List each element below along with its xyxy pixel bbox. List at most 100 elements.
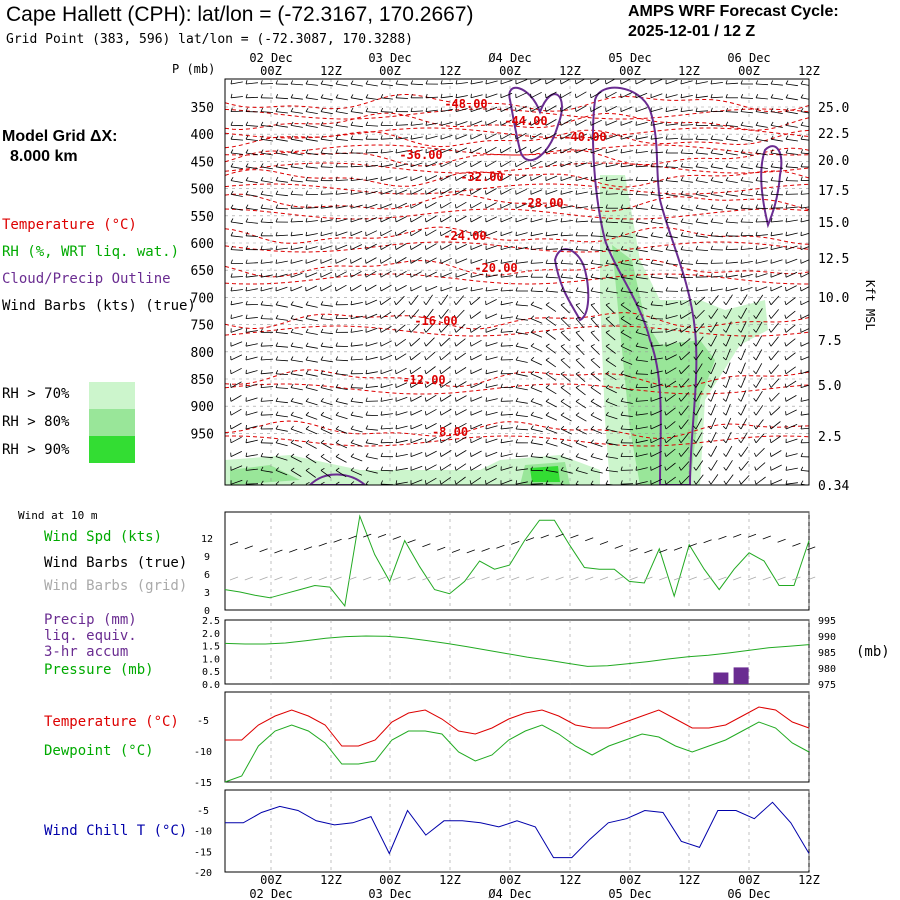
wind-barb-flag: [230, 245, 234, 250]
wind-barb-shaft: [560, 442, 573, 448]
wind-barb: [409, 337, 421, 347]
wind-barb-flag: [394, 342, 397, 347]
wind-barb-shaft: [785, 138, 798, 142]
wind-barb-shaft: [530, 414, 543, 419]
wind-barb-flag: [590, 412, 595, 416]
wind-barb: [395, 162, 408, 168]
wind-barb-flag: [515, 245, 518, 250]
wind-barb: [678, 475, 690, 485]
wind-barb-flag: [590, 245, 594, 250]
wind-barb-shaft: [230, 451, 242, 457]
wind-barb: [650, 301, 663, 307]
wind-barb: [665, 149, 678, 154]
wind-barb-shaft: [365, 428, 378, 431]
wind-barb-flag: [245, 273, 248, 278]
wind-barb-flag: [275, 411, 279, 416]
wind-barb-shaft: [605, 91, 617, 99]
wind-barb: [485, 216, 497, 223]
wind-barb-grid: [777, 576, 786, 581]
wind-barb: [753, 419, 764, 430]
wind-barb-shaft: [230, 408, 242, 416]
wind-barb-shaft: [770, 350, 779, 361]
wind-barb-shaft: [350, 358, 364, 361]
wind-barb: [410, 175, 423, 181]
wind-barb: [755, 149, 768, 156]
wind-barb-shaft: [785, 438, 798, 444]
wind-barb-shaft: [365, 313, 378, 319]
wind-barb-grid: [229, 576, 239, 581]
wind-barb-flag: [560, 121, 562, 126]
wind-barb-shaft: [455, 258, 468, 264]
pressure-ytick: 980: [818, 664, 836, 675]
wind-barb-shaft: [770, 152, 783, 156]
legend-temperature: Temperature (°C): [2, 217, 137, 233]
wind-barb-flag: [425, 411, 427, 416]
wind-barb-shaft: [800, 356, 809, 361]
wind-barb-shaft: [260, 207, 273, 210]
wind-barb-shaft: [260, 83, 274, 85]
wind-barb-flag: [410, 383, 412, 388]
wind-barb-shaft: [710, 96, 724, 99]
wind-barb: [635, 218, 648, 225]
wind-barb-flag: [515, 314, 519, 319]
wind-barb-flag: [560, 425, 565, 430]
wind-barb: [738, 446, 749, 457]
wind-barb: [485, 424, 498, 430]
wind-barb-shaft: [425, 243, 437, 250]
wind-barb-flag: [275, 383, 279, 388]
wind-barb-shaft: [680, 405, 689, 416]
wind-barb: [335, 135, 348, 141]
wind-barb: [680, 298, 692, 306]
wind-barb: [650, 478, 663, 485]
wind-barb: [605, 190, 619, 195]
wind-barb-flag: [380, 245, 382, 250]
wind-barb: [230, 287, 243, 292]
wind-barb-shaft: [545, 470, 558, 473]
wind-barb: [590, 439, 603, 447]
wind-barb: [275, 356, 289, 362]
wind-barb: [425, 80, 439, 85]
wind-barb: [275, 218, 289, 223]
wind-barb-shaft: [695, 460, 704, 471]
wind-barb-10m: [718, 535, 727, 540]
wind-barb: [785, 80, 798, 87]
wind-barb: [605, 259, 618, 266]
wind-barb-flag: [260, 135, 264, 140]
wind-barb-flag: [707, 370, 712, 375]
wind-barb-flag: [290, 107, 294, 112]
wind-barb: [469, 463, 482, 471]
wind-barb-flag: [770, 231, 773, 236]
wind-barb-flag: [605, 190, 608, 195]
wind-barb-flag: [708, 356, 712, 361]
wind-barb: [530, 132, 542, 140]
wind-barb-shaft: [665, 276, 679, 279]
wind-barb-flag: [665, 218, 669, 223]
wind-barb-flag: [290, 149, 294, 154]
wind-barb-flag: [723, 315, 727, 319]
wind-barb: [575, 231, 588, 237]
wind-barb-shaft: [605, 359, 617, 368]
wind-barb-grid: [747, 576, 757, 581]
wind-barb-shaft: [560, 105, 572, 112]
wind-barb-shaft: [530, 146, 542, 154]
wind-barb-shaft: [530, 318, 543, 324]
wind-barb: [395, 396, 408, 402]
wind-barb-shaft: [515, 92, 528, 99]
isotherm-line: [225, 420, 809, 439]
wind-barb-shaft: [740, 432, 748, 444]
wind-barb: [740, 94, 754, 99]
wind-barb-flag: [350, 425, 354, 430]
wind-barb-shaft: [380, 284, 392, 292]
wind-barb: [515, 259, 528, 264]
wind-barb: [500, 202, 512, 209]
wind-barb-shaft: [665, 207, 678, 211]
wind-barb-shaft: [485, 119, 498, 126]
wind-barb-flag: [500, 148, 502, 154]
wind-barb: [485, 188, 497, 195]
wind-barb: [515, 79, 528, 85]
wind-barb: [530, 411, 543, 419]
wind-barb: [650, 369, 663, 375]
wind-barb-10m: [392, 535, 401, 540]
wind-barb: [439, 337, 450, 347]
wind-barb-shaft: [500, 440, 513, 444]
